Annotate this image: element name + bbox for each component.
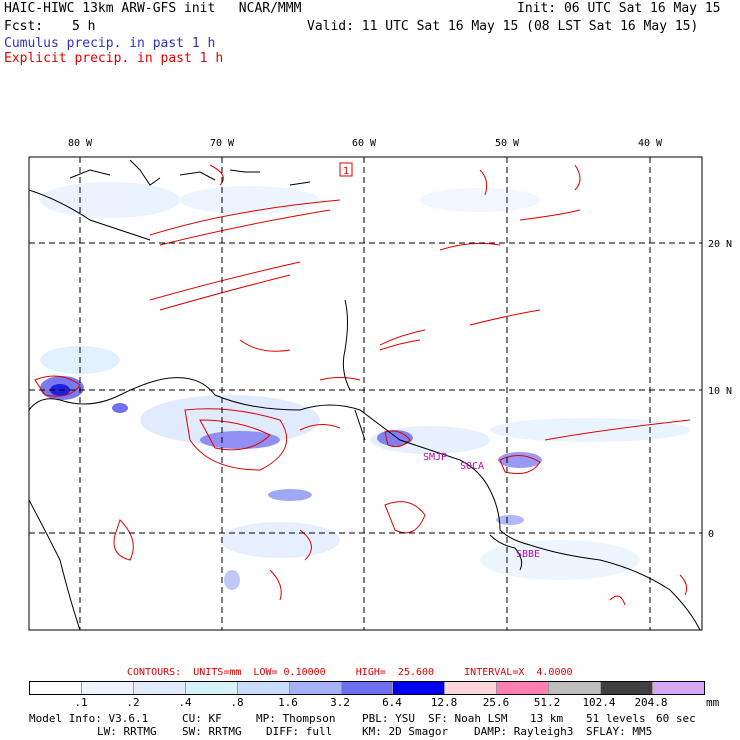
- colorbar-label: 1.6: [278, 696, 298, 709]
- station-sbbe: SBBE: [516, 549, 540, 560]
- precip-heavy-shading: [40, 376, 542, 590]
- forecast-hour: 5 h: [72, 19, 96, 34]
- colorbar-label: .2: [126, 696, 140, 709]
- lat-label-0: 0: [708, 529, 714, 540]
- marker-box: [339, 162, 353, 177]
- model-resolution: 13 km: [530, 712, 564, 725]
- colorbar-label: .4: [178, 696, 192, 709]
- model-diff: DIFF: full: [266, 725, 333, 738]
- lon-label-50w: 50 W: [495, 138, 520, 149]
- init-time: Init: 06 UTC Sat 16 May 15: [517, 1, 721, 16]
- explicit-legend: Explicit precip. in past 1 h: [4, 51, 224, 66]
- model-pbl: PBL: YSU: [362, 712, 415, 725]
- model-sflay: SFLAY: MM5: [586, 725, 653, 738]
- colorbar-swatch-7: [393, 682, 446, 694]
- station-soca: SOCA: [460, 461, 484, 472]
- colorbar-swatch-5: [289, 682, 342, 694]
- lat-label-20n: 20 N: [708, 239, 732, 250]
- colorbar-swatch-0: [30, 682, 82, 694]
- colorbar-swatch-3: [185, 682, 238, 694]
- model-title: HAIC-HIWC 13km ARW-GFS init NCAR/MMM: [4, 1, 302, 16]
- colorbar-swatch-10: [549, 682, 602, 694]
- valid-time: Valid: 11 UTC Sat 16 May 15 (08 LST Sat …: [307, 19, 699, 34]
- station-smjp: SMJP: [423, 452, 447, 463]
- colorbar-swatch-9: [497, 682, 550, 694]
- forecast-label: Fcst:: [4, 19, 44, 34]
- colorbar-swatch-8: [445, 682, 498, 694]
- model-version: Model Info: V3.6.1: [29, 712, 149, 725]
- colorbar-swatch-12: [653, 682, 704, 694]
- colorbar-swatch-4: [237, 682, 290, 694]
- coastlines: [28, 159, 701, 631]
- colorbar-label: .1: [74, 696, 88, 709]
- lon-label-70w: 70 W: [210, 138, 235, 149]
- colorbar-swatch-6: [341, 682, 394, 694]
- model-lw: LW: RRTMG: [97, 725, 157, 738]
- model-mp: MP: Thompson: [256, 712, 336, 725]
- model-timestep: 60 sec: [656, 712, 696, 725]
- precip-contours: [34, 164, 691, 606]
- precip-colorbar: [29, 681, 705, 695]
- colorbar-label: 51.2: [533, 696, 561, 709]
- colorbar-label: 3.2: [330, 696, 350, 709]
- colorbar-label: 12.8: [430, 696, 458, 709]
- marker-label: 1: [343, 166, 349, 177]
- colorbar-label: .8: [230, 696, 244, 709]
- graticule: [29, 157, 702, 630]
- model-levels: 51 levels: [586, 712, 646, 725]
- colorbar-label: 102.4: [582, 696, 616, 709]
- cumulus-legend: Cumulus precip. in past 1 h: [4, 36, 216, 51]
- contours-info: CONTOURS: UNITS=mm LOW= 0.10000 HIGH= 25…: [127, 667, 573, 678]
- colorbar-label: 6.4: [382, 696, 402, 709]
- model-sf: SF: Noah LSM: [428, 712, 508, 725]
- colorbar-swatch-11: [601, 682, 654, 694]
- colorbar-label: 204.8: [634, 696, 668, 709]
- precip-map: 80 W 70 W 60 W 50 W 40 W 20 N 10 N 0 SMJ…: [28, 138, 732, 631]
- colorbar-units: mm: [706, 696, 720, 709]
- lon-label-40w: 40 W: [638, 138, 663, 149]
- model-sw: SW: RRTMG: [182, 725, 242, 738]
- model-damp: DAMP: Rayleigh3: [474, 725, 574, 738]
- model-cu: CU: KF: [182, 712, 222, 725]
- lon-label-60w: 60 W: [352, 138, 377, 149]
- colorbar-swatch-2: [133, 682, 186, 694]
- lon-label-80w: 80 W: [68, 138, 93, 149]
- colorbar-swatch-1: [81, 682, 134, 694]
- model-km: KM: 2D Smagor: [362, 725, 449, 738]
- lat-label-10n: 10 N: [708, 386, 732, 397]
- colorbar-label: 25.6: [482, 696, 510, 709]
